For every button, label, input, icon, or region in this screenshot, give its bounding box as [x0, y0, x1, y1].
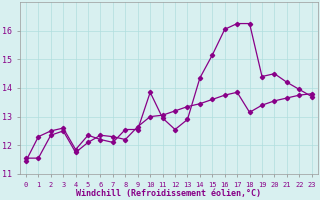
- X-axis label: Windchill (Refroidissement éolien,°C): Windchill (Refroidissement éolien,°C): [76, 189, 261, 198]
